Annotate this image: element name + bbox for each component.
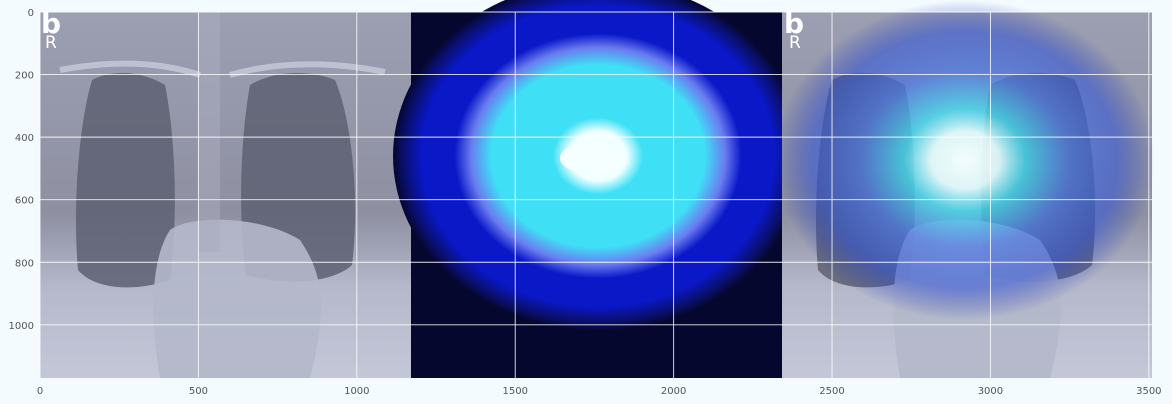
xray-right-lung xyxy=(75,73,175,288)
xray-spine xyxy=(198,12,220,252)
y-tick-label: 400 xyxy=(15,133,34,144)
y-tick-label: 0 xyxy=(28,8,34,19)
x-tick-label: 1000 xyxy=(344,386,369,397)
y-tick-label: 600 xyxy=(15,196,34,207)
panel-side-1: R xyxy=(45,33,57,53)
xray-clavicles xyxy=(59,60,386,78)
y-tick-label: 800 xyxy=(15,258,34,269)
y-tick-label: 200 xyxy=(15,71,34,82)
grid-lines xyxy=(39,11,1152,378)
x-tick-label: 0 xyxy=(37,386,43,397)
panel-letter-3: b xyxy=(784,7,804,40)
x-tick-label: 3500 xyxy=(1136,386,1161,397)
x-tick-label: 2000 xyxy=(661,386,686,397)
y-axis-ticks: 0 200 400 600 800 1000 xyxy=(9,8,34,332)
x-axis-ticks: 0 500 1000 1500 2000 2500 3000 3500 xyxy=(37,386,1162,397)
y-tick-label: 1000 xyxy=(9,321,34,332)
panel-heatmap xyxy=(393,0,803,378)
x-tick-label: 2500 xyxy=(819,386,844,397)
x-tick-label: 3000 xyxy=(978,386,1003,397)
panel-side-3: R xyxy=(789,33,801,53)
panel-overlay: b R xyxy=(775,0,1155,378)
x-tick-label: 1500 xyxy=(502,386,527,397)
x-tick-label: 500 xyxy=(189,386,208,397)
panel-xray: b R xyxy=(40,7,411,378)
heatmap-core xyxy=(560,142,624,174)
panel-letter-1: b xyxy=(41,7,61,40)
overlay-heat xyxy=(775,0,1155,320)
xray-heart xyxy=(153,219,321,378)
